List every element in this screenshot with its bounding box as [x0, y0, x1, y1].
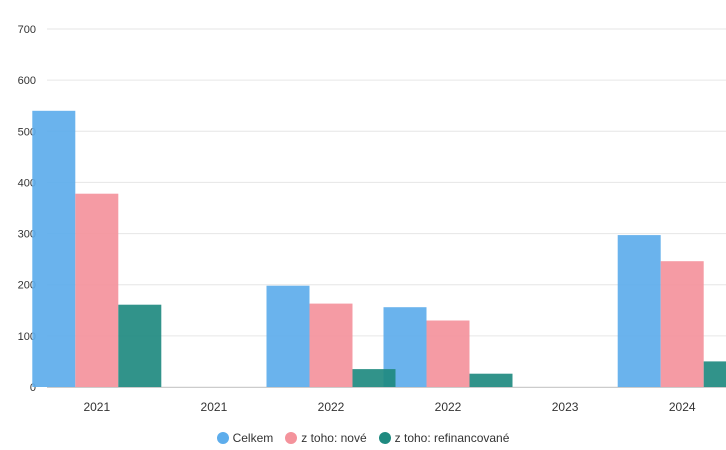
bar-celkem-2022-2[interactable] [266, 285, 310, 387]
bar-celkem-2021-0[interactable] [32, 110, 76, 388]
legend-item-refinancovane[interactable]: z toho: refinancované [378, 431, 510, 445]
x-tick-label: 2023 [552, 400, 579, 414]
legend-swatch-celkem [216, 432, 229, 444]
bar-z-toho-refinancovan--2021-0[interactable] [118, 304, 162, 387]
bar-z-toho-refinancovan--2022-2[interactable] [352, 369, 396, 387]
x-tick-label: 2022 [435, 400, 462, 414]
bar-z-toho-refinancovan--2022-3[interactable] [469, 373, 513, 387]
legend-swatch-refinancovane [378, 432, 391, 444]
legend-item-nove[interactable]: z toho: nové [285, 431, 367, 445]
y-tick-label: 200 [18, 280, 36, 292]
y-tick-label: 700 [18, 24, 36, 36]
legend-swatch-nove [285, 432, 298, 444]
legend-label-refinancovane: z toho: refinancované [394, 431, 510, 445]
x-tick-label: 2021 [201, 400, 228, 414]
bar-z-toho-nov--2022-2[interactable] [309, 303, 353, 387]
x-axis-tick-labels: 2021 2021 2022 2022 2023 2024 [83, 400, 695, 414]
bar-z-toho-nov--2024-5[interactable] [660, 261, 704, 387]
x-tick-label: 2022 [318, 400, 345, 414]
y-tick-label: 0 [30, 382, 36, 394]
legend: Celkem z toho: nové z toho: refinancovan… [0, 431, 726, 445]
y-axis-tick-labels: 0 100 200 300 400 500 600 700 [18, 24, 36, 394]
y-tick-label: 600 [18, 75, 36, 87]
y-tick-label: 300 [18, 229, 36, 241]
legend-label-celkem: Celkem [232, 431, 274, 445]
x-tick-label: 2024 [669, 400, 696, 414]
y-tick-label: 400 [18, 177, 36, 189]
legend-label-nove: z toho: nové [301, 431, 367, 445]
y-tick-label: 500 [18, 126, 36, 138]
bars [32, 110, 726, 388]
bar-celkem-2024-5[interactable] [617, 235, 661, 387]
bar-z-toho-nov--2022-3[interactable] [426, 320, 470, 388]
y-tick-label: 100 [18, 331, 36, 343]
bar-z-toho-refinancovan--2024-5[interactable] [703, 361, 726, 387]
legend-item-celkem[interactable]: Celkem [216, 431, 274, 445]
bar-z-toho-nov--2021-0[interactable] [75, 193, 119, 387]
x-tick-label: 2021 [83, 400, 110, 414]
